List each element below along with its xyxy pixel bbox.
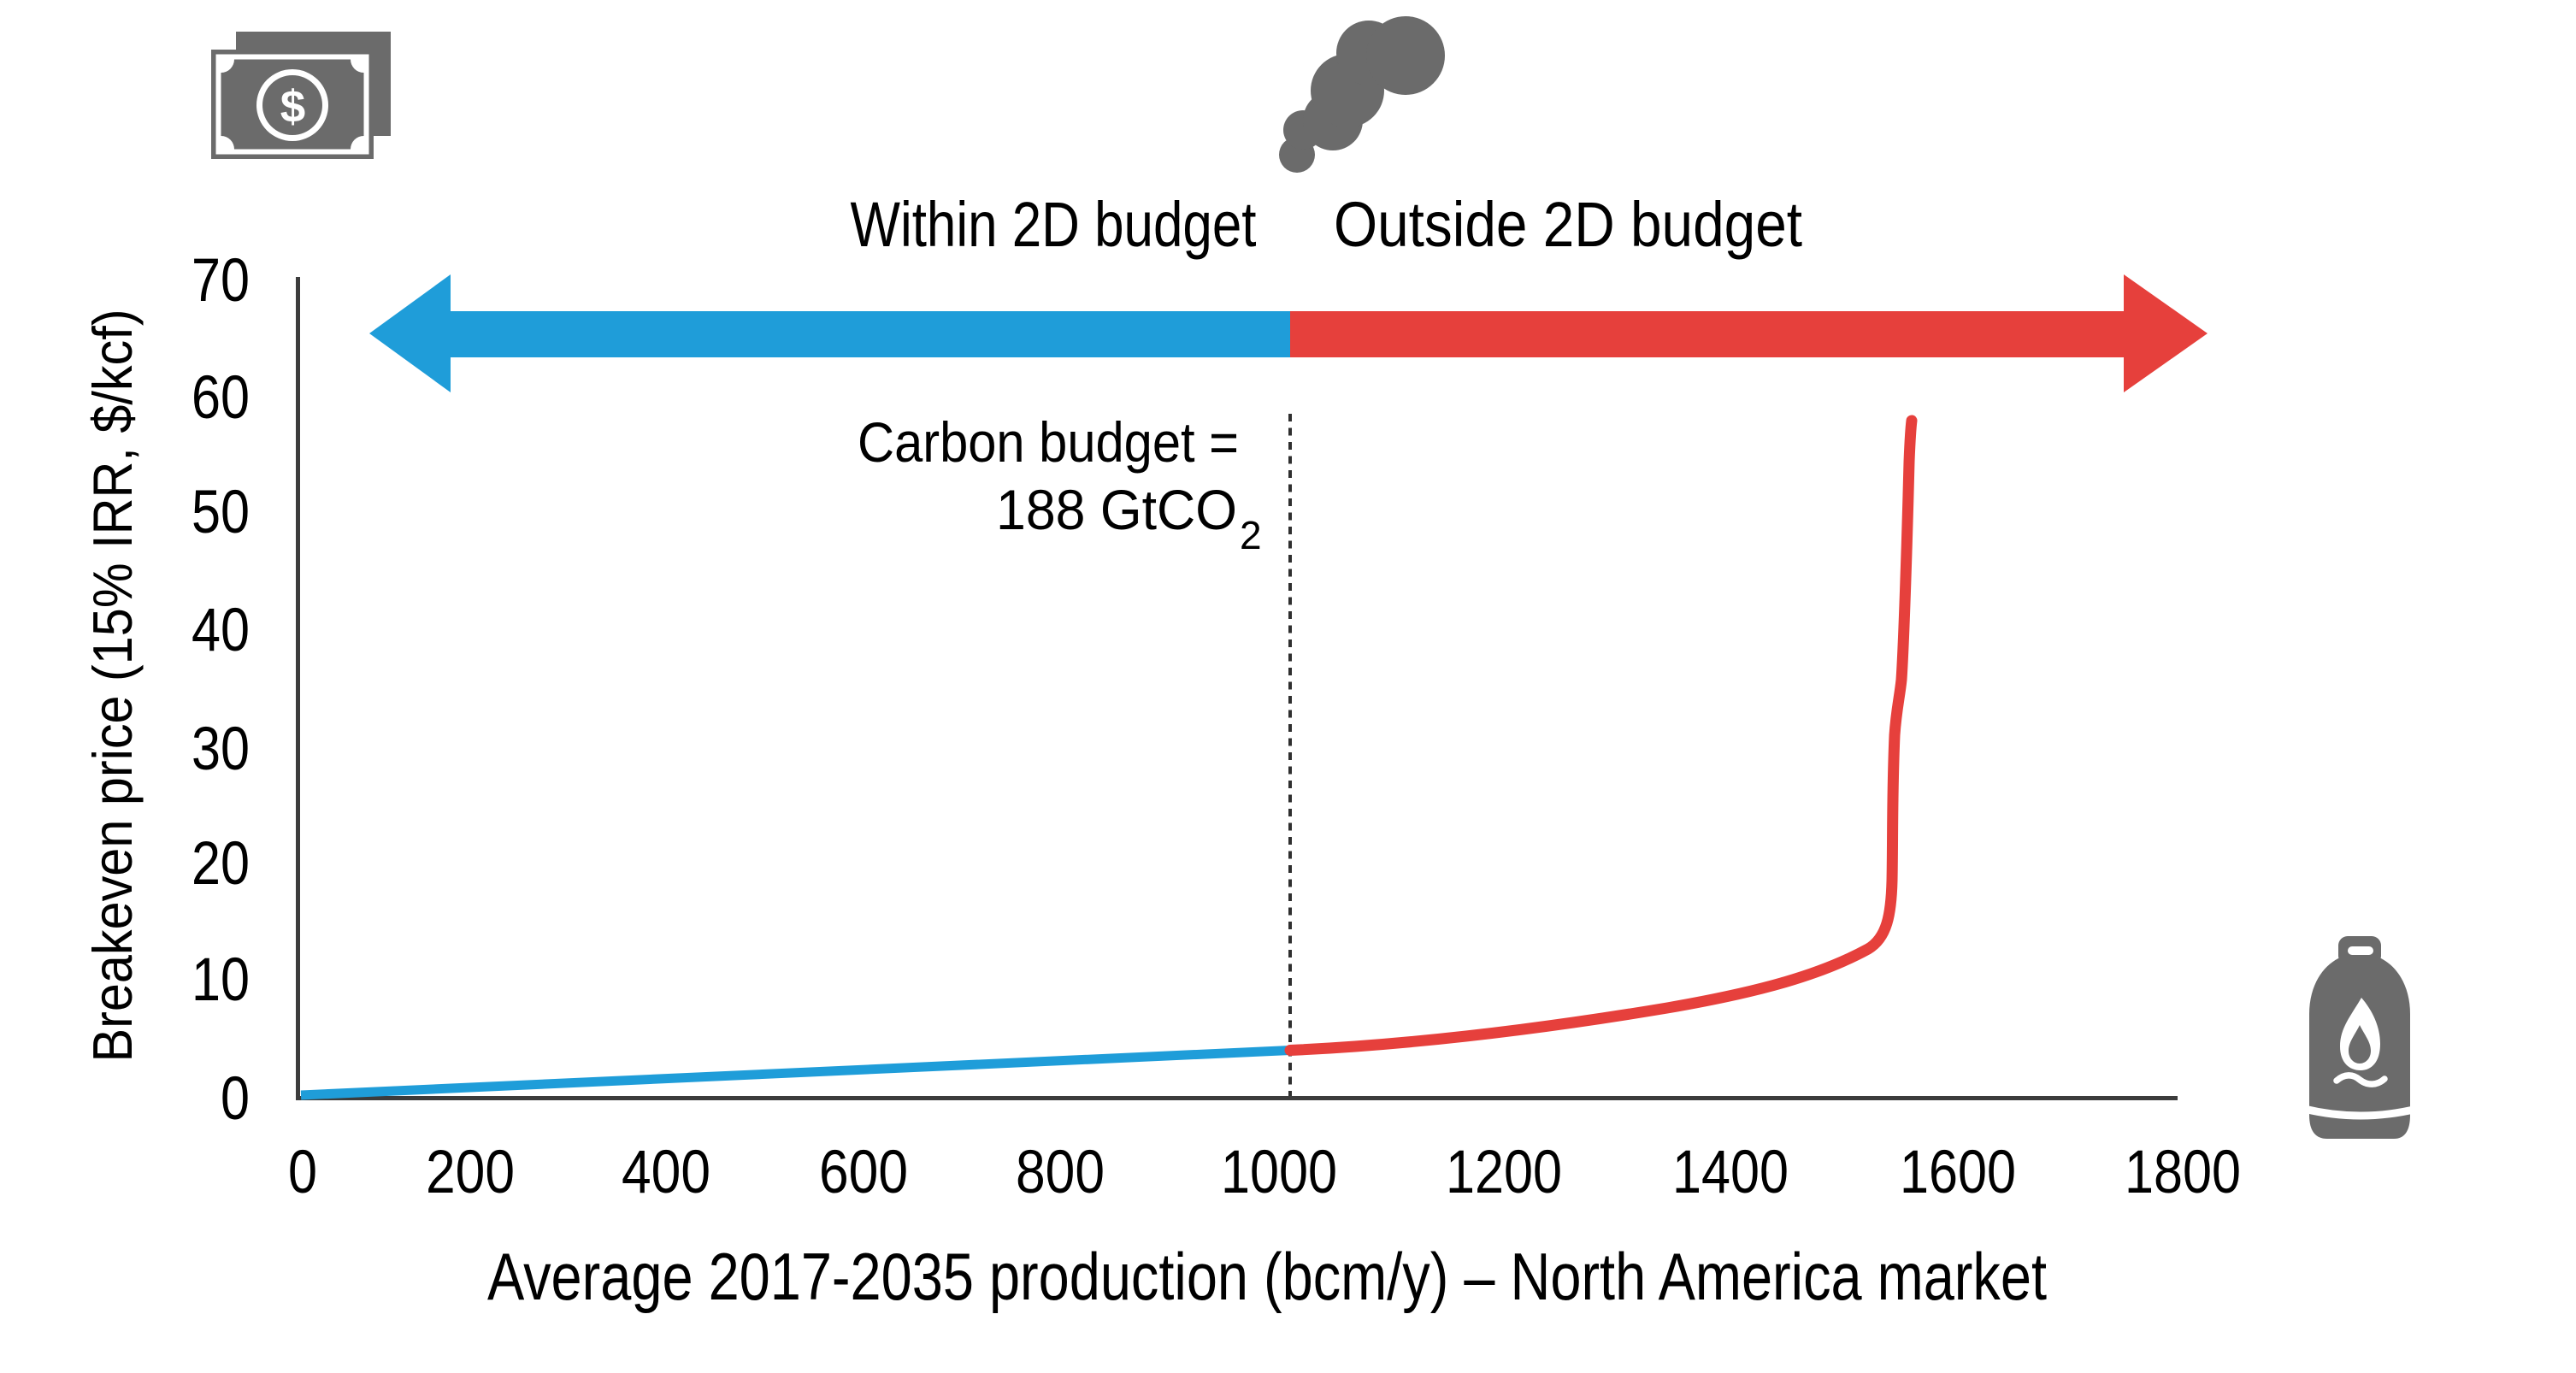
svg-text:30: 30 [192, 716, 250, 783]
svg-text:20: 20 [192, 830, 250, 898]
svg-text:600: 600 [819, 1139, 908, 1206]
svg-text:1600: 1600 [1900, 1139, 2016, 1206]
svg-text:188 GtCO: 188 GtCO [996, 478, 1237, 541]
svg-text:0: 0 [288, 1139, 317, 1206]
svg-text:1000: 1000 [1221, 1139, 1337, 1206]
svg-text:$: $ [280, 82, 305, 133]
svg-text:50: 50 [192, 479, 250, 546]
svg-text:70: 70 [192, 247, 250, 315]
svg-text:10: 10 [192, 946, 250, 1014]
svg-text:1200: 1200 [1446, 1139, 1562, 1206]
svg-text:Carbon budget =: Carbon budget = [858, 410, 1239, 474]
svg-text:60: 60 [192, 364, 250, 432]
svg-text:Breakeven price (15% IRR, $/kc: Breakeven price (15% IRR, $/kcf) [81, 309, 144, 1063]
svg-text:Average 2017-2035 production (: Average 2017-2035 production (bcm/y) – N… [487, 1239, 2047, 1314]
svg-text:1800: 1800 [2125, 1139, 2241, 1206]
svg-text:400: 400 [622, 1139, 710, 1206]
svg-text:800: 800 [1016, 1139, 1105, 1206]
svg-text:200: 200 [426, 1139, 515, 1206]
svg-text:1400: 1400 [1672, 1139, 1789, 1206]
svg-text:40: 40 [192, 597, 250, 664]
svg-text:Outside 2D budget: Outside 2D budget [1334, 189, 1802, 260]
svg-text:0: 0 [221, 1065, 250, 1133]
svg-text:Within 2D budget: Within 2D budget [851, 189, 1257, 260]
svg-text:2: 2 [1240, 513, 1262, 557]
